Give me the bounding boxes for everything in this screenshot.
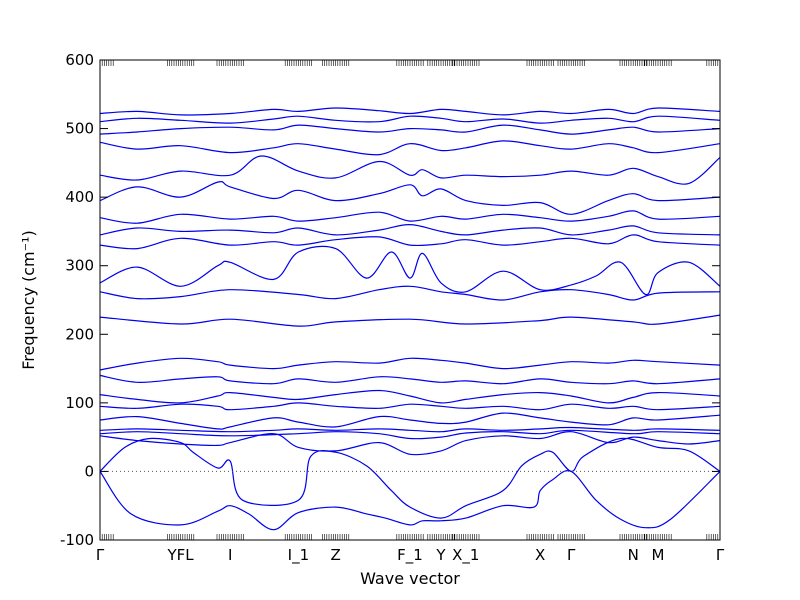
band-line-12: [99, 285, 721, 301]
band-line-13: [99, 245, 721, 296]
axis-ticks-group: -100 0 100 200 300 400 500 600 Γ YFL I I_1 Z F_1 Y X_1 X…: [60, 51, 725, 565]
x-tick-label: Z: [330, 546, 340, 564]
x-tick-label: Γ: [716, 546, 725, 564]
band-line-18: [99, 155, 721, 185]
band-line-17: [99, 181, 721, 215]
x-tick-label: I: [228, 546, 232, 564]
x-tick-label: N: [628, 546, 639, 564]
band-line-5: [99, 426, 721, 433]
y-axis-label: Frequency (cm⁻¹): [19, 230, 38, 369]
band-line-4: [99, 429, 721, 440]
band-line-1: [99, 470, 721, 531]
band-line-3: [99, 431, 721, 456]
y-tick-label: 0: [84, 462, 94, 480]
x-tick-label: X: [535, 546, 545, 564]
x-tick-label: Y: [435, 546, 446, 564]
band-line-2: [99, 437, 721, 519]
y-tick-label: 100: [65, 394, 94, 412]
band-line-10: [99, 357, 721, 371]
y-tick-label: -100: [60, 531, 94, 549]
y-tick-label: 400: [65, 188, 94, 206]
band-line-20: [99, 124, 721, 135]
x-tick-label: I_1: [288, 546, 309, 565]
band-line-16: [99, 210, 721, 224]
x-axis-label: Wave vector: [360, 569, 460, 588]
x-tick-label: F_1: [397, 546, 423, 565]
x-tick-label: Γ: [567, 546, 576, 564]
x-tick-label: X_1: [452, 546, 479, 565]
y-tick-label: 300: [65, 257, 94, 275]
x-tick-label: M: [652, 546, 665, 564]
band-line-7: [99, 402, 721, 411]
band-line-19: [99, 140, 721, 156]
y-tick-label: 200: [65, 325, 94, 343]
band-line-8: [99, 389, 721, 404]
x-tick-label: YFL: [167, 546, 195, 564]
band-line-21: [99, 115, 721, 124]
x-tick-label: Γ: [96, 546, 105, 564]
band-line-11: [99, 314, 721, 327]
y-tick-label: 500: [65, 120, 94, 138]
y-tick-label: 600: [65, 51, 94, 69]
band-line-22: [99, 107, 721, 116]
plot-frame: [99, 59, 721, 541]
band-line-9: [99, 374, 721, 385]
band-line-14: [99, 234, 721, 250]
band-line-6: [99, 412, 721, 430]
band-lines-group: [99, 107, 721, 531]
band-line-15: [99, 223, 721, 236]
